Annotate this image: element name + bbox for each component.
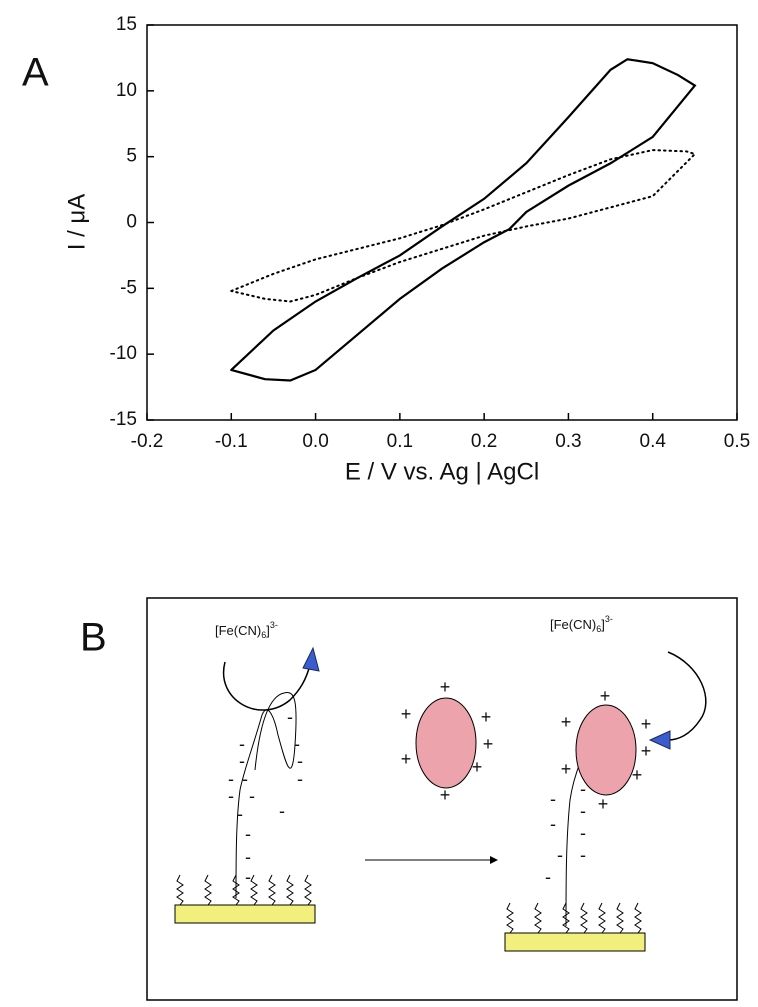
positive-charge: + — [440, 677, 451, 697]
linker — [286, 874, 294, 906]
negative-charge: - — [297, 751, 303, 771]
negative-charge: - — [287, 707, 293, 727]
x-tick-label: 0.0 — [302, 431, 328, 452]
y-tick-label: -5 — [120, 277, 137, 298]
linker — [176, 874, 184, 906]
y-tick-label: -10 — [110, 343, 137, 364]
linker — [250, 874, 258, 906]
positive-charge: + — [401, 704, 412, 724]
ion-subscript: 6 — [261, 630, 266, 640]
negative-charge: - — [239, 751, 245, 771]
y-tick-label: 10 — [116, 80, 137, 101]
arrow-head — [490, 856, 498, 864]
negative-charge: - — [239, 734, 245, 754]
linker — [634, 902, 642, 934]
ion-label: [Fe(CN)6]3- — [215, 620, 278, 640]
y-tick-label: 0 — [126, 212, 137, 233]
negative-charge: - — [545, 867, 551, 887]
x-tick-label: 0.1 — [387, 431, 413, 452]
protein — [415, 697, 477, 789]
arrow-head — [648, 730, 671, 750]
positive-charge: + — [641, 714, 652, 734]
diagram — [146, 597, 738, 1001]
arrow-head — [302, 646, 320, 672]
linker — [616, 902, 624, 934]
y-tick-label: 5 — [126, 146, 137, 167]
negative-charge: - — [237, 804, 243, 824]
positive-charge: + — [481, 707, 492, 727]
negative-charge: - — [297, 769, 303, 789]
negative-charge: - — [228, 769, 234, 789]
negative-charge: - — [580, 823, 586, 843]
panel-label: B — [80, 616, 107, 660]
x-tick-label: 0.4 — [640, 431, 667, 452]
linker — [304, 874, 312, 906]
ion-superscript: 3- — [605, 614, 613, 624]
positive-charge: + — [641, 741, 652, 761]
positive-charge: + — [632, 765, 643, 785]
positive-charge: + — [483, 734, 494, 754]
positive-charge: + — [598, 794, 609, 814]
ion-bracket: ] — [601, 617, 605, 632]
curved-arrow — [667, 651, 707, 741]
negative-charge: - — [228, 786, 234, 806]
ion-superscript: 3- — [270, 620, 278, 630]
gold-substrate — [504, 932, 646, 952]
linker — [534, 902, 542, 934]
positive-charge: + — [440, 785, 451, 805]
y-axis-label: I / μA — [63, 194, 90, 251]
linker — [268, 874, 276, 906]
linker — [562, 902, 570, 934]
positive-charge: + — [401, 749, 412, 769]
ion-subscript: 6 — [596, 624, 601, 634]
ion-bracket: ] — [266, 623, 270, 638]
negative-charge: - — [550, 814, 556, 834]
x-tick-label: 0.2 — [471, 431, 497, 452]
linker — [598, 902, 606, 934]
curved-arrow — [222, 661, 311, 711]
ion-formula: [Fe(CN) — [550, 617, 596, 632]
panel-label: A — [22, 51, 49, 95]
negative-charge: - — [580, 779, 586, 799]
protein — [575, 704, 637, 796]
linker — [204, 874, 212, 906]
plot-frame — [146, 24, 738, 421]
cv-curve — [230, 58, 697, 382]
y-tick-label: -15 — [110, 409, 137, 430]
x-tick-label: -0.1 — [215, 431, 248, 452]
negative-charge: - — [580, 845, 586, 865]
x-tick-label: 0.3 — [555, 431, 581, 452]
linker — [232, 874, 240, 906]
negative-charge: - — [279, 801, 285, 821]
negative-charge: - — [249, 786, 255, 806]
negative-charge: - — [242, 769, 248, 789]
negative-charge: - — [294, 734, 300, 754]
linker — [580, 902, 588, 934]
x-axis-label: E / V vs. Ag | AgCl — [345, 458, 539, 485]
gold-substrate — [174, 904, 316, 924]
x-tick-label: 0.5 — [724, 431, 750, 452]
positive-charge: + — [600, 686, 611, 706]
y-tick-label: 15 — [116, 14, 137, 35]
cv-curve — [230, 149, 697, 303]
negative-charge: - — [580, 801, 586, 821]
ion-formula: [Fe(CN) — [215, 623, 261, 638]
negative-charge: - — [550, 789, 556, 809]
negative-charge: - — [245, 847, 251, 867]
negative-charge: - — [245, 824, 251, 844]
ion-label: [Fe(CN)6]3- — [550, 614, 613, 634]
positive-charge: + — [472, 757, 483, 777]
negative-charge: - — [245, 867, 251, 887]
linker — [506, 902, 514, 934]
positive-charge: + — [561, 759, 572, 779]
positive-charge: + — [561, 712, 572, 732]
polymer-chain — [235, 692, 297, 899]
diagram-frame — [146, 597, 738, 1001]
negative-charge: - — [557, 845, 563, 865]
x-tick-label: -0.2 — [131, 431, 164, 452]
